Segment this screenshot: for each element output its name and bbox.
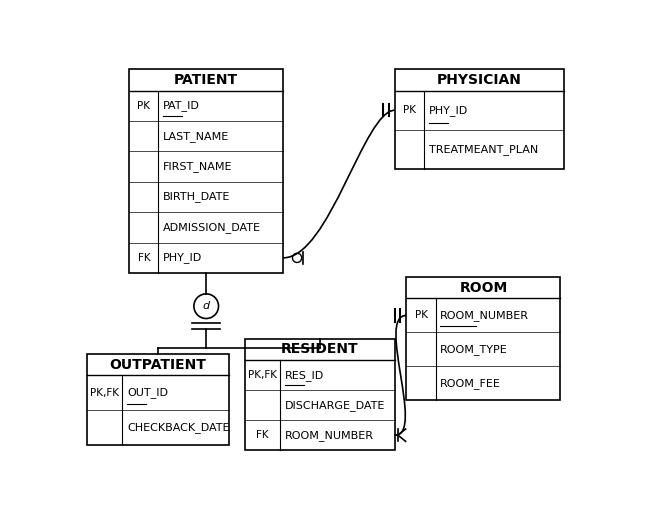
Text: ROOM_TYPE: ROOM_TYPE <box>440 344 508 355</box>
Text: FK: FK <box>137 253 150 263</box>
Bar <box>129 69 283 273</box>
Text: PHY_ID: PHY_ID <box>163 252 202 263</box>
Text: d: d <box>202 301 210 311</box>
Text: CHECKBACK_DATE: CHECKBACK_DATE <box>127 422 229 433</box>
Text: PHYSICIAN: PHYSICIAN <box>437 73 522 87</box>
Text: PK,FK: PK,FK <box>90 388 119 398</box>
Text: ROOM_NUMBER: ROOM_NUMBER <box>284 430 374 440</box>
Text: RES_ID: RES_ID <box>284 369 324 381</box>
Text: ADMISSION_DATE: ADMISSION_DATE <box>163 222 261 233</box>
Text: OUT_ID: OUT_ID <box>127 387 168 398</box>
Bar <box>406 277 561 400</box>
Bar <box>87 354 229 445</box>
Text: RESIDENT: RESIDENT <box>281 342 359 356</box>
Text: TREATMEANT_PLAN: TREATMEANT_PLAN <box>429 144 538 155</box>
Text: PK: PK <box>137 101 150 111</box>
Text: BIRTH_DATE: BIRTH_DATE <box>163 192 230 202</box>
Text: PAT_ID: PAT_ID <box>163 100 200 111</box>
Text: PHY_ID: PHY_ID <box>429 105 468 115</box>
Text: FIRST_NAME: FIRST_NAME <box>163 161 232 172</box>
Text: LAST_NAME: LAST_NAME <box>163 131 229 142</box>
Bar <box>245 338 395 450</box>
Text: FK: FK <box>256 430 269 440</box>
Text: ROOM: ROOM <box>459 281 508 295</box>
Text: PK,FK: PK,FK <box>248 370 277 380</box>
Text: ROOM_NUMBER: ROOM_NUMBER <box>440 310 529 321</box>
Text: ROOM_FEE: ROOM_FEE <box>440 378 501 389</box>
Text: PK: PK <box>403 105 416 115</box>
Text: DISCHARGE_DATE: DISCHARGE_DATE <box>284 400 385 410</box>
Text: PATIENT: PATIENT <box>174 73 238 87</box>
Text: PK: PK <box>415 310 428 320</box>
Text: OUTPATIENT: OUTPATIENT <box>109 358 206 371</box>
Bar <box>395 69 564 169</box>
